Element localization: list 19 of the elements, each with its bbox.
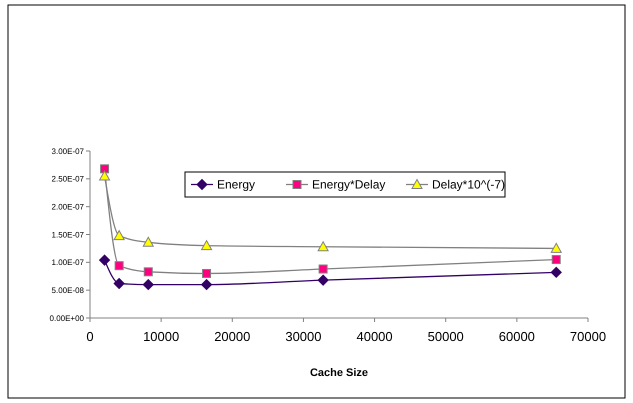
x-tick-label: 50000 (428, 329, 464, 344)
y-tick-label: 2.50E-07 (52, 174, 85, 184)
x-tick-label: 0 (86, 329, 94, 344)
legend-label: Energy*Delay (312, 178, 386, 192)
x-tick-label: 60000 (498, 329, 535, 344)
x-tick-label: 10000 (143, 329, 180, 344)
legend-label: Energy (217, 178, 256, 192)
y-tick-label: 3.00E-07 (52, 146, 85, 156)
y-tick-label: 5.00E-08 (52, 286, 85, 295)
x-tick-label: 40000 (356, 329, 393, 344)
legend-label: Delay*10^(-7) (432, 178, 505, 192)
x-axis-title: Cache Size (310, 367, 368, 379)
x-tick-label: 20000 (214, 329, 250, 344)
x-tick-label: 30000 (285, 329, 322, 344)
x-tick-label: 70000 (570, 329, 606, 344)
y-tick-label: 1.50E-07 (52, 230, 85, 240)
y-tick-label: 1.00E-07 (52, 258, 85, 268)
y-tick-label: 2.00E-07 (52, 202, 85, 212)
y-tick-label: 0.00E+00 (50, 314, 85, 323)
